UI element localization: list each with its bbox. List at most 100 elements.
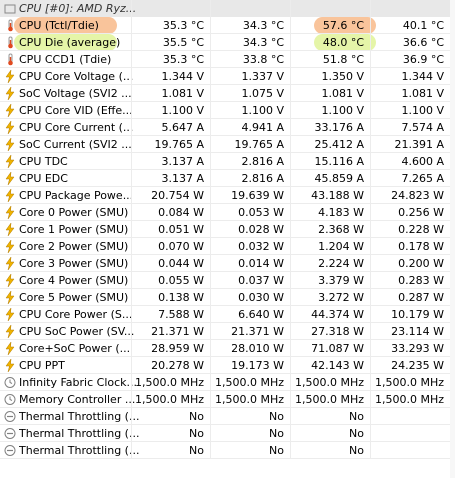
bolt-icon [4, 103, 16, 118]
average-value: 0.200 W [398, 257, 444, 270]
collapse-icon[interactable] [4, 2, 16, 15]
current-value: 1.344 V [161, 70, 204, 83]
sensor-row[interactable]: CPU (Tctl/Tdie) 35.3 °C 34.3 °C 57.6 °C 40.1… [0, 17, 455, 34]
row-divider [0, 33, 450, 34]
sensor-label: CPU TDC [19, 155, 68, 168]
bolt-icon [4, 222, 16, 237]
sensor-row[interactable]: SoC Current (SVI2 ... 19.765 A 19.765 A 25.… [0, 136, 455, 153]
circle-minus-icon [4, 444, 16, 457]
sensor-label: Core 0 Power (SMU) [19, 206, 129, 219]
maximum-value: 1,500.0 MHz [294, 376, 364, 389]
sensor-row[interactable]: SoC Voltage (SVI2 ... 1.081 V 1.075 V 1.081… [0, 85, 455, 102]
sensor-row[interactable]: Core 0 Power (SMU) 0.084 W 0.053 W 4.183 W 0… [0, 204, 455, 221]
sensor-row[interactable]: CPU PPT 20.278 W 19.173 W 42.143 W 24.235 W [0, 357, 455, 374]
minimum-value: 1.075 V [241, 87, 284, 100]
sensor-label: CPU (Tctl/Tdie) [19, 19, 99, 32]
current-value: No [189, 427, 204, 440]
maximum-value: 2.368 W [318, 223, 364, 236]
row-divider [0, 101, 450, 102]
sensor-row[interactable]: CPU Core Current (... 5.647 A 4.941 A 33.17… [0, 119, 455, 136]
minimum-value: 34.3 °C [242, 19, 284, 32]
sensor-row[interactable]: CPU Package Powe... 20.754 W 19.639 W 43.18… [0, 187, 455, 204]
current-value: No [189, 444, 204, 457]
maximum-value: 33.176 A [314, 121, 364, 134]
current-value: 7.588 W [158, 308, 204, 321]
sensor-row[interactable]: Core 2 Power (SMU) 0.070 W 0.032 W 1.204 W 0… [0, 238, 455, 255]
circle-icon [4, 393, 16, 406]
sensor-row[interactable]: CPU Core VID (Effe... 1.100 V 1.100 V 1.100… [0, 102, 455, 119]
bolt-icon [4, 256, 16, 271]
row-divider [0, 441, 450, 442]
current-value: 0.051 W [158, 223, 204, 236]
maximum-value: 3.379 W [318, 274, 364, 287]
maximum-value: 1.350 V [321, 70, 364, 83]
sensor-row[interactable]: CPU EDC 3.137 A 2.816 A 45.859 A 7.265 A [0, 170, 455, 187]
minimum-value: 1.337 V [241, 70, 284, 83]
sensor-label: CPU Package Powe... [19, 189, 134, 202]
sensor-row[interactable]: Thermal Throttling (... No No No [0, 408, 455, 425]
thermometer-icon [4, 53, 16, 66]
sensor-label: CPU CCD1 (Tdie) [19, 53, 112, 66]
average-value [370, 442, 450, 459]
column-divider [370, 0, 371, 459]
sensor-row[interactable]: Thermal Throttling (... No No No [0, 442, 455, 459]
average-value [370, 425, 450, 442]
sensor-row[interactable]: CPU Core Power (S... 7.588 W 6.640 W 44.374… [0, 306, 455, 323]
sensor-row[interactable]: CPU Core Voltage (... 1.344 V 1.337 V 1.350… [0, 68, 455, 85]
sensor-row[interactable]: Core 1 Power (SMU) 0.051 W 0.028 W 2.368 W 0… [0, 221, 455, 238]
sensor-row[interactable]: Core 4 Power (SMU) 0.055 W 0.037 W 3.379 W 0… [0, 272, 455, 289]
sensor-row[interactable]: CPU Die (average) 35.5 °C 34.3 °C 48.0 °C 36… [0, 34, 455, 51]
row-divider [0, 271, 450, 272]
sensor-row[interactable]: Infinity Fabric Clock... 1,500.0 MHz 1,500… [0, 374, 455, 391]
sensor-row[interactable]: Core 5 Power (SMU) 0.138 W 0.030 W 3.272 W 0… [0, 289, 455, 306]
sensor-row[interactable]: CPU SoC Power (SV... 21.371 W 21.371 W 27.3… [0, 323, 455, 340]
green-highlight [14, 34, 117, 51]
sensor-label: Thermal Throttling (... [19, 444, 140, 457]
bolt-icon [4, 290, 16, 305]
maximum-value: 2.224 W [318, 257, 364, 270]
bolt-icon [4, 86, 16, 101]
sensor-label: Core 4 Power (SMU) [19, 274, 129, 287]
row-divider [0, 305, 450, 306]
minimum-value: 1,500.0 MHz [214, 393, 284, 406]
sensor-row[interactable]: CPU TDC 3.137 A 2.816 A 15.116 A 4.600 A [0, 153, 455, 170]
sensor-row[interactable]: Memory Controller ... 1,500.0 MHz 1,500.0 … [0, 391, 455, 408]
minimum-value: 6.640 W [238, 308, 284, 321]
current-value: 20.278 W [151, 359, 204, 372]
minimum-value: 28.010 W [231, 342, 284, 355]
row-divider [0, 254, 450, 255]
row-divider [0, 339, 450, 340]
current-value: 0.055 W [158, 274, 204, 287]
sensor-label: Core+SoC Power (... [19, 342, 131, 355]
scrollbar[interactable] [450, 0, 455, 478]
sensor-row[interactable]: Core+SoC Power (... 28.959 W 28.010 W 71.08… [0, 340, 455, 357]
current-value: No [189, 410, 204, 423]
sensor-group-header[interactable]: CPU [#0]: AMD Ryz... [0, 0, 455, 17]
average-value: 24.823 W [391, 189, 444, 202]
average-value: 33.293 W [391, 342, 444, 355]
bolt-icon [4, 273, 16, 288]
current-value: 1,500.0 MHz [134, 376, 204, 389]
bolt-icon [4, 188, 16, 203]
current-value: 3.137 A [161, 172, 204, 185]
bolt-icon [4, 307, 16, 322]
bolt-icon [4, 239, 16, 254]
row-divider [0, 84, 450, 85]
maximum-value: 3.272 W [318, 291, 364, 304]
sensor-row[interactable]: Core 3 Power (SMU) 0.044 W 0.014 W 2.224 W 0… [0, 255, 455, 272]
row-divider [0, 186, 450, 187]
sensor-row[interactable]: CPU CCD1 (Tdie) 35.3 °C 33.8 °C 51.8 °C 36.9… [0, 51, 455, 68]
minimum-value: 0.037 W [238, 274, 284, 287]
row-divider [0, 135, 450, 136]
row-divider [0, 288, 450, 289]
column-divider [290, 0, 291, 459]
sensor-label: Core 3 Power (SMU) [19, 257, 129, 270]
minimum-value: 19.173 W [231, 359, 284, 372]
sensor-label: CPU Core Voltage (... [19, 70, 134, 83]
maximum-value: 44.374 W [311, 308, 364, 321]
minimum-value: 21.371 W [231, 325, 284, 338]
sensor-label: CPU EDC [19, 172, 68, 185]
maximum-value: No [349, 410, 364, 423]
sensor-row[interactable]: Thermal Throttling (... No No No [0, 425, 455, 442]
row-divider [0, 390, 450, 391]
